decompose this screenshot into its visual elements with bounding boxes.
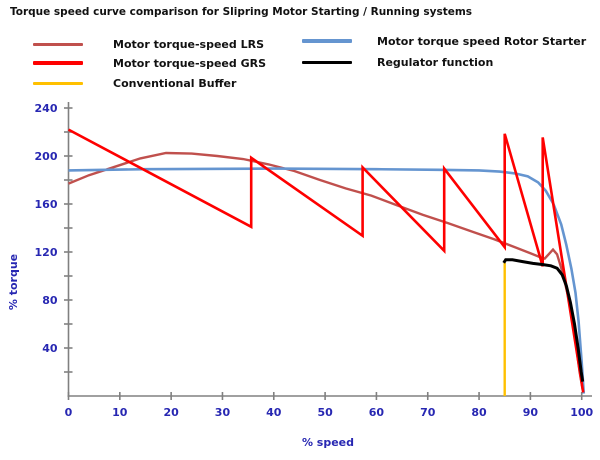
y-tick-label-160: 160 <box>35 198 58 211</box>
legend-label-grs: Motor torque-speed GRS <box>113 56 267 70</box>
x-tick-label-50: 50 <box>317 406 333 419</box>
legend-label-rotor-starter: Motor torque speed Rotor Starter <box>377 34 587 48</box>
x-tick-label-40: 40 <box>266 406 282 419</box>
legend-item-grs: Motor torque-speed GRS <box>33 54 266 72</box>
x-tick-label-100: 100 <box>570 406 593 419</box>
y-tick-label-80: 80 <box>42 294 58 307</box>
x-tick-label-90: 90 <box>523 406 539 419</box>
x-tick-label-20: 20 <box>163 406 179 419</box>
chart-title: Torque speed curve comparison for Slipri… <box>10 6 473 18</box>
legend-swatch-rotor-starter-icon <box>302 39 352 43</box>
series-motor-torque-speed-lrs <box>68 151 584 391</box>
legend-item-lrs: Motor torque-speed LRS <box>33 35 264 53</box>
x-tick-label-60: 60 <box>369 406 385 419</box>
series-regulator-function <box>502 258 585 382</box>
legend-label-lrs: Motor torque-speed LRS <box>113 37 264 51</box>
x-tick-label-80: 80 <box>471 406 487 419</box>
y-tick-label-240: 240 <box>35 102 58 115</box>
legend-swatch-regulator-icon <box>302 60 352 64</box>
x-tick-label-70: 70 <box>420 406 436 419</box>
series-motor-torque-speed-rotor-starter <box>68 167 586 394</box>
legend-label-regulator: Regulator function <box>377 55 494 69</box>
x-tick-label-0: 0 <box>65 406 73 419</box>
legend-swatch-grs-icon <box>33 61 83 65</box>
series-motor-torque-speed-grs <box>67 128 585 393</box>
x-tick-label-10: 10 <box>112 406 128 419</box>
legend-label-buffer: Conventional Buffer <box>113 76 237 90</box>
y-axis-title: % torque <box>7 254 20 310</box>
x-tick-label-30: 30 <box>215 406 231 419</box>
legend-item-regulator: Regulator function <box>302 53 493 71</box>
y-tick-label-120: 120 <box>35 246 58 259</box>
y-tick-label-40: 40 <box>42 342 58 355</box>
legend-swatch-buffer-icon <box>33 81 83 85</box>
legend-item-rotor-starter: Motor torque speed Rotor Starter <box>302 32 586 50</box>
y-tick-label-200: 200 <box>35 150 58 163</box>
legend-swatch-lrs-icon <box>33 42 83 46</box>
x-axis-title: % speed <box>302 436 354 449</box>
legend-item-buffer: Conventional Buffer <box>33 74 236 92</box>
